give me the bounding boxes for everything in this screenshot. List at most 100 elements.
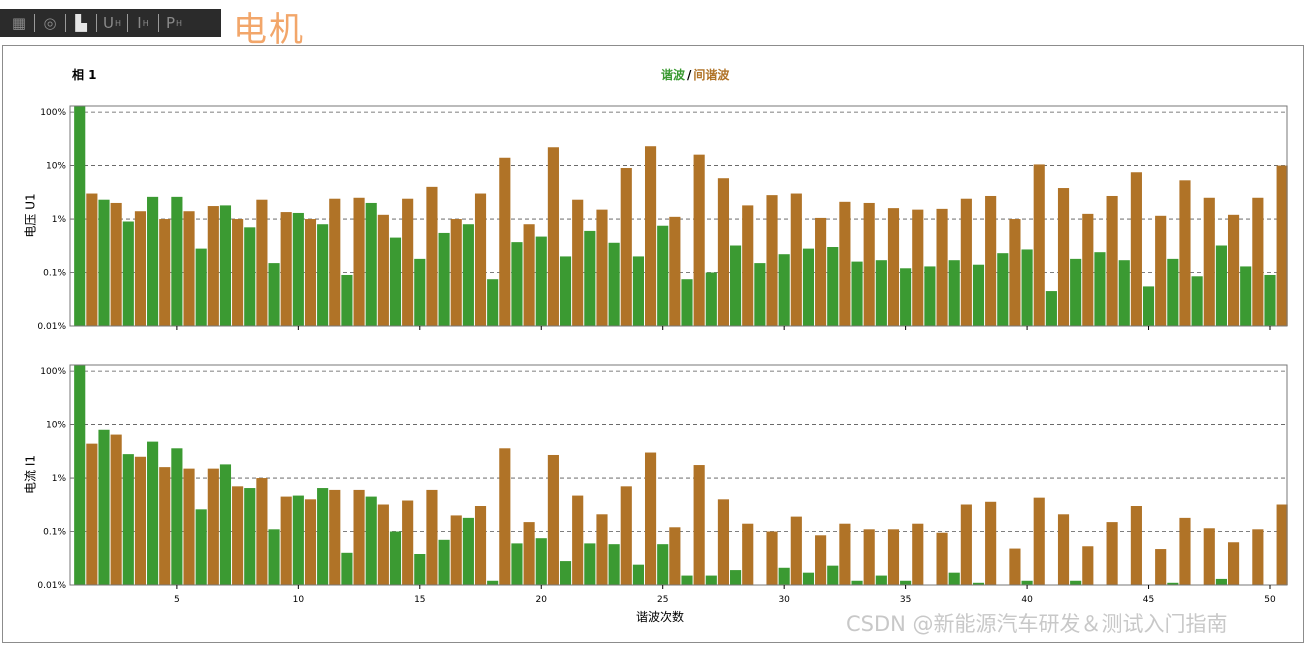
y-tick-label: 0.1% [43, 269, 66, 279]
interharmonic-bar [110, 434, 122, 585]
interharmonic-bar [766, 531, 778, 585]
interharmonic-bar [620, 486, 632, 585]
harmonic-bar [1167, 258, 1179, 326]
harmonic-bar [875, 260, 887, 326]
harmonic-bar [681, 279, 693, 326]
harmonic-bar [584, 230, 596, 326]
interharmonic-bar [134, 211, 147, 326]
harmonic-bar [74, 365, 86, 585]
interharmonic-bar [329, 198, 341, 326]
harmonic-bar [462, 517, 474, 585]
interharmonic-bar [742, 205, 754, 326]
interharmonic-bar [183, 468, 195, 585]
interharmonic-bar [523, 522, 535, 585]
harmonic-bar [632, 256, 644, 326]
interharmonic-bar [523, 224, 535, 326]
current-axis-label: 电流 I1 [23, 455, 38, 494]
harmonic-bar [1167, 582, 1179, 585]
toolbar-divider [158, 14, 159, 32]
interharmonic-bar [644, 452, 657, 585]
interharmonic-bar [693, 154, 705, 326]
interharmonic-bar [1276, 504, 1288, 585]
interharmonic-bar [499, 157, 511, 326]
interharmonic-bar [1252, 197, 1264, 326]
plot-frame [69, 105, 1288, 327]
interharmonic-bar [1106, 195, 1118, 326]
power-harmonics-label: P [165, 14, 176, 32]
interharmonic-bar [547, 454, 559, 585]
harmonic-bar [1045, 291, 1057, 326]
interharmonic-bar [1227, 214, 1240, 326]
harmonic-bar [122, 454, 134, 585]
harmonic-bar [1191, 276, 1203, 326]
y-tick-label: 1% [52, 215, 67, 225]
y-tick-label: 0.01% [37, 322, 66, 332]
harmonic-bar [1240, 266, 1252, 326]
plot-frame [69, 364, 1288, 586]
interharmonic-bar [256, 478, 268, 585]
interharmonic-bar [353, 489, 365, 585]
interharmonic-bar [815, 217, 827, 326]
harmonic-bar [147, 441, 159, 585]
harmonic-bar [438, 232, 450, 326]
harmonic-bar [1118, 260, 1130, 326]
harmonic-bar [681, 575, 693, 585]
harmonic-bar [657, 544, 669, 585]
interharmonic-bar [693, 465, 705, 585]
interharmonic-bar [742, 523, 754, 585]
interharmonic-bar [1057, 514, 1070, 585]
current-harmonics-sub: H [142, 18, 149, 28]
interharmonic-bar [1155, 215, 1167, 326]
y-tick-label: 100% [40, 108, 66, 118]
table-view-button[interactable]: ▦ [4, 11, 34, 35]
harmonic-bar [195, 248, 207, 326]
interharmonic-bar [1155, 549, 1167, 585]
x-tick-label: 5 [174, 595, 180, 605]
interharmonic-bar [474, 193, 487, 326]
harmonic-bar [195, 509, 207, 585]
interharmonic-bar [450, 515, 462, 585]
brand-title: 电机 [233, 10, 305, 50]
harmonic-bar [268, 263, 280, 326]
spectrum-view-button[interactable]: ▙ [66, 11, 96, 35]
toolbar-divider [34, 14, 35, 32]
harmonic-bar [244, 488, 256, 585]
harmonic-bar [341, 274, 353, 326]
harmonic-bar [147, 196, 159, 326]
y-tick-label: 10% [46, 162, 66, 172]
y-tick-label: 10% [46, 421, 66, 431]
interharmonic-bar [839, 201, 851, 326]
harmonic-bar [414, 553, 426, 585]
harmonic-bar [98, 199, 110, 326]
interharmonic-bar [620, 168, 632, 326]
harmonic-bar [657, 225, 669, 326]
interharmonic-bar [159, 467, 171, 585]
interharmonic-bar [1203, 197, 1215, 326]
harmonic-bar [559, 561, 572, 585]
interharmonic-bar [426, 489, 438, 585]
phasor-view-button[interactable]: ◎ [35, 11, 65, 35]
interharmonic-bar [1252, 529, 1264, 585]
harmonic-bar [900, 268, 912, 326]
harmonic-bar [74, 106, 86, 326]
interharmonic-bar [207, 468, 219, 585]
interharmonic-bar [1203, 528, 1215, 585]
interharmonic-bar [912, 209, 924, 326]
interharmonic-bar [863, 202, 875, 326]
x-tick-label: 15 [414, 595, 425, 605]
y-tick-label: 0.1% [43, 528, 66, 538]
harmonic-bar [851, 580, 863, 585]
phase-label: 相 1 [72, 68, 97, 82]
harmonic-bar [1215, 578, 1227, 585]
interharmonic-bar [1130, 172, 1142, 326]
harmonic-bar [948, 572, 960, 585]
harmonic-bar [365, 496, 377, 585]
interharmonic-bar [1179, 517, 1191, 585]
harmonic-bar [1070, 258, 1082, 326]
interharmonic-bar [86, 443, 98, 585]
voltage-harmonics-label: U [103, 14, 114, 32]
